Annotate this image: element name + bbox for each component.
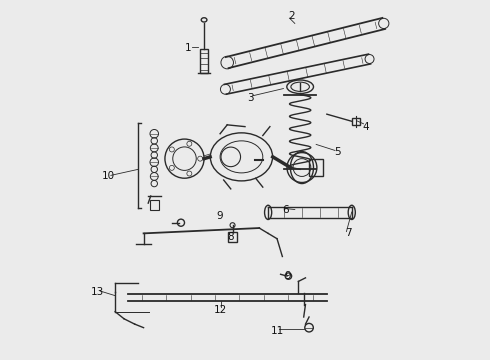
Text: 12: 12	[214, 305, 227, 315]
Text: 6: 6	[283, 205, 289, 215]
Bar	[309, 159, 322, 176]
Text: 7: 7	[345, 228, 351, 238]
Text: 4: 4	[363, 122, 369, 132]
Text: 8: 8	[227, 232, 234, 242]
Bar	[200, 49, 208, 73]
Text: 1: 1	[185, 43, 192, 53]
Text: 9: 9	[217, 211, 223, 221]
Text: 9: 9	[284, 271, 291, 281]
Text: 10: 10	[101, 171, 115, 181]
Bar	[150, 199, 159, 210]
Text: 2: 2	[288, 11, 294, 21]
Text: 5: 5	[334, 147, 341, 157]
Text: 11: 11	[270, 326, 284, 336]
Bar	[228, 232, 237, 242]
Text: 3: 3	[247, 93, 254, 103]
Bar	[352, 118, 360, 125]
Text: 13: 13	[91, 287, 104, 297]
